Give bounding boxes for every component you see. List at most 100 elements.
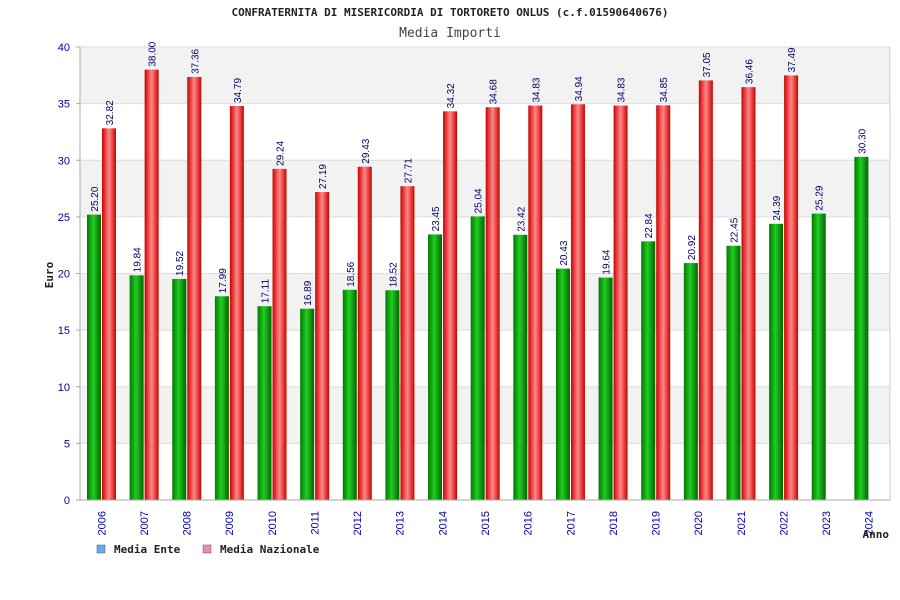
bar-media-ente-2016 — [513, 234, 528, 500]
value-label: 25.04 — [474, 188, 485, 213]
x-tick-label: 2018 — [608, 511, 620, 535]
bar-media-ente-2018 — [598, 277, 613, 500]
y-tick-label: 0 — [64, 495, 70, 507]
value-label: 25.29 — [815, 185, 826, 210]
value-label: 38.00 — [148, 41, 159, 66]
value-label: 17.99 — [218, 268, 229, 293]
bar-media-nazionale-2014 — [443, 111, 458, 501]
x-tick-label: 2011 — [309, 511, 321, 535]
bar-media-ente-2007 — [129, 275, 144, 500]
bar-media-ente-2024 — [854, 156, 869, 501]
x-tick-label: 2007 — [139, 511, 151, 535]
x-axis-label: Anno — [863, 528, 890, 541]
x-tick-label: 2015 — [480, 511, 492, 535]
bar-media-nazionale-2017 — [570, 104, 585, 500]
grid-band — [80, 330, 890, 387]
value-label: 20.92 — [687, 235, 698, 260]
value-label: 16.89 — [303, 280, 314, 305]
value-label: 30.30 — [857, 128, 868, 153]
x-tick-label: 2022 — [778, 511, 790, 535]
bar-media-ente-2009 — [214, 296, 229, 500]
bar-media-nazionale-2019 — [656, 105, 671, 500]
value-label: 17.11 — [261, 279, 272, 304]
bar-media-nazionale-2009 — [229, 106, 244, 501]
x-tick-label: 2013 — [395, 511, 407, 535]
value-label: 34.83 — [531, 77, 542, 102]
grid-band — [80, 103, 890, 161]
value-label: 34.79 — [233, 78, 244, 103]
x-tick-label: 2012 — [352, 511, 364, 535]
value-label: 32.82 — [105, 100, 116, 125]
bar-media-ente-2022 — [769, 223, 784, 500]
value-label: 23.42 — [516, 206, 527, 231]
value-label: 18.52 — [388, 262, 399, 287]
value-label: 37.05 — [702, 52, 713, 77]
bar-media-ente-2014 — [428, 234, 443, 500]
value-label: 37.49 — [787, 47, 798, 72]
grid-band — [80, 273, 890, 331]
grid-bands — [80, 46, 890, 501]
y-tick-label: 15 — [58, 325, 70, 337]
bar-media-ente-2017 — [555, 268, 570, 500]
y-tick-label: 30 — [58, 155, 70, 167]
x-tick-label: 2024 — [864, 511, 876, 535]
x-tick-label: 2014 — [437, 511, 449, 535]
legend-label-media-nazionale: Media Nazionale — [220, 543, 320, 556]
x-tick-label: 2023 — [821, 511, 833, 535]
legend-swatch-media-ente — [96, 544, 106, 554]
value-label: 18.56 — [346, 261, 357, 286]
grid-band — [80, 216, 890, 274]
x-tick-label: 2019 — [651, 511, 663, 535]
y-tick-label: 20 — [58, 269, 70, 281]
bar-media-nazionale-2013 — [400, 186, 415, 500]
chart-title: CONFRATERNITA DI MISERICORDIA DI TORTORE… — [231, 6, 668, 19]
value-label: 23.45 — [431, 206, 442, 231]
value-label: 25.20 — [90, 186, 101, 211]
bar-media-ente-2012 — [342, 289, 357, 500]
bar-media-nazionale-2022 — [784, 75, 799, 500]
value-label: 29.43 — [361, 138, 372, 163]
value-label: 22.84 — [644, 213, 655, 238]
bar-media-nazionale-2008 — [187, 76, 202, 500]
bar-media-nazionale-2010 — [272, 168, 287, 500]
grid-band — [80, 386, 890, 444]
x-tick-label: 2020 — [693, 511, 705, 535]
bar-media-ente-2011 — [300, 308, 315, 500]
value-label: 20.43 — [559, 240, 570, 265]
chart-subtitle: Media Importi — [399, 26, 501, 41]
value-label: 19.52 — [175, 250, 186, 275]
value-label: 19.64 — [602, 249, 613, 274]
y-tick-label: 25 — [58, 212, 70, 224]
bars: 25.20 19.84 19.52 17.99 17.11 16.89 18.56 18.52… — [87, 41, 869, 501]
bar-media-ente-2023 — [811, 213, 826, 500]
x-tick-label: 2017 — [565, 511, 577, 535]
value-label: 36.46 — [744, 59, 755, 84]
value-label: 37.36 — [190, 48, 201, 73]
x-tick-label: 2016 — [523, 511, 535, 535]
x-axis: 2006 2007 2008 2009 2010 2011 2012 2013 2014 2015… — [80, 499, 890, 535]
bar-media-ente-2010 — [257, 306, 272, 500]
bar-media-nazionale-2020 — [698, 80, 713, 500]
bar-media-nazionale-2016 — [528, 105, 543, 501]
bar-media-nazionale-2007 — [144, 69, 159, 501]
y-tick-label: 5 — [64, 438, 70, 450]
value-label: 22.45 — [729, 217, 740, 242]
bar-media-nazionale-2021 — [741, 87, 756, 500]
x-tick-label: 2008 — [182, 511, 194, 535]
bar-media-nazionale-2018 — [613, 105, 628, 501]
value-label: 34.83 — [617, 77, 628, 102]
bar-media-ente-2006 — [87, 214, 101, 501]
y-axis: 0 5 10 15 20 25 30 35 40 — [58, 42, 891, 507]
value-label: 24.39 — [772, 195, 783, 220]
x-tick-label: 2006 — [96, 511, 108, 535]
y-tick-label: 35 — [58, 99, 70, 111]
legend-label-media-ente: Media Ente — [114, 543, 181, 556]
bar-media-ente-2020 — [683, 263, 698, 500]
grid-band — [80, 47, 890, 104]
bar-media-ente-2021 — [726, 245, 741, 500]
bar-media-nazionale-2006 — [102, 128, 116, 500]
bar-media-nazionale-2012 — [357, 166, 372, 500]
grid-band — [80, 160, 890, 217]
value-label: 27.19 — [318, 164, 329, 189]
